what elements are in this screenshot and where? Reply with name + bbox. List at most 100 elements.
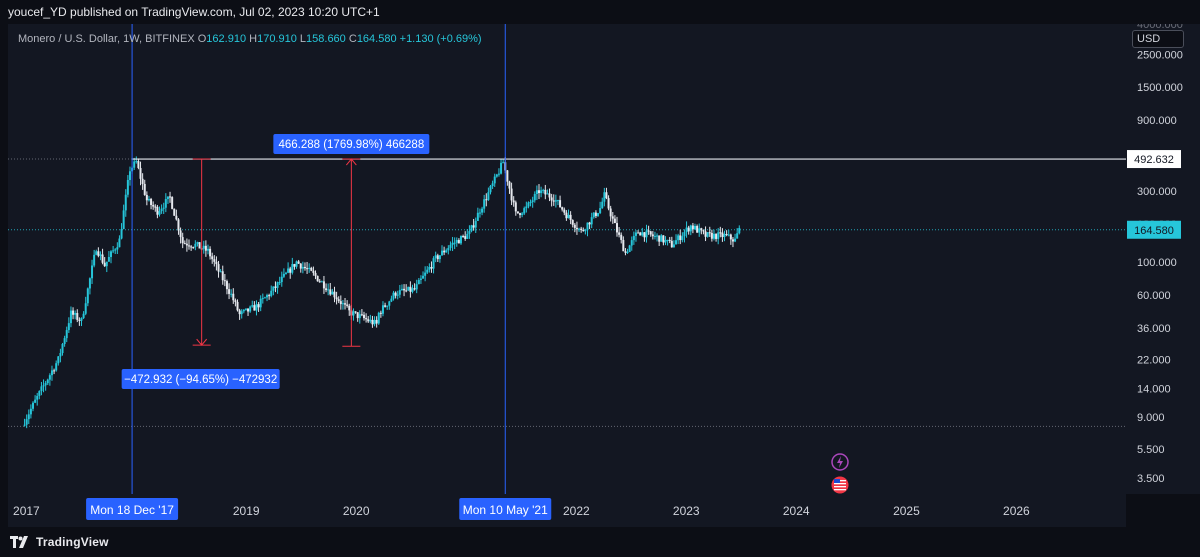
- candle-body: [529, 202, 532, 204]
- measure-arrowhead: [196, 338, 208, 346]
- candle-body: [478, 212, 481, 214]
- candle-body: [525, 206, 528, 209]
- candle-body: [215, 261, 218, 265]
- tradingview-brand: TradingView: [36, 535, 109, 549]
- candle-body: [379, 312, 382, 314]
- measure-label-box: [273, 134, 430, 154]
- candle-body: [588, 222, 591, 225]
- x-tick-label: 2017: [13, 504, 40, 518]
- candle-body: [329, 289, 332, 295]
- symbol-name[interactable]: Monero / U.S. Dollar, 1W, BITFINEX: [18, 33, 195, 45]
- candle-body: [99, 254, 102, 256]
- candle-body: [607, 198, 610, 209]
- y-tick-label: 14.000: [1137, 384, 1171, 396]
- time-axis[interactable]: [8, 494, 1126, 527]
- candle-body: [154, 206, 157, 208]
- currency-button[interactable]: USD: [1132, 30, 1184, 48]
- candle-body: [158, 211, 161, 215]
- candle-body: [169, 196, 172, 198]
- candle-body: [34, 399, 37, 403]
- candle-body: [42, 385, 45, 387]
- candle-body: [86, 288, 89, 304]
- candle-body: [25, 419, 28, 425]
- candle-body: [240, 311, 243, 315]
- candle-body: [628, 245, 631, 252]
- candle-body: [105, 261, 108, 267]
- candle-body: [230, 293, 233, 295]
- candle-body: [702, 230, 705, 232]
- candle-body: [426, 269, 429, 273]
- candle-body: [487, 192, 490, 200]
- candle-body: [61, 344, 64, 354]
- candle-body: [97, 251, 100, 256]
- us-flag-event-icon[interactable]: [831, 476, 849, 494]
- candle-body: [449, 244, 452, 248]
- candle-body: [550, 197, 553, 201]
- candle-body: [666, 239, 669, 241]
- candle-body: [738, 227, 741, 234]
- candle-body: [156, 206, 159, 215]
- candle-body: [438, 255, 441, 260]
- close-label: C: [348, 33, 357, 45]
- candle-body: [202, 245, 205, 249]
- candle-body: [78, 319, 81, 321]
- level-price-label: 492.632: [1134, 154, 1174, 166]
- candle-body: [38, 391, 41, 396]
- candle-body: [405, 290, 408, 292]
- candle-body: [348, 305, 351, 311]
- candle-body: [428, 267, 431, 270]
- candle-body: [592, 212, 595, 218]
- plot-area[interactable]: [8, 24, 1126, 494]
- candle-body: [29, 408, 32, 415]
- candle-body: [339, 301, 342, 305]
- candle-body: [259, 298, 262, 308]
- candle-body: [251, 305, 254, 307]
- candle-body: [46, 379, 49, 384]
- candle-body: [464, 236, 467, 239]
- candle-body: [441, 250, 444, 256]
- candle-body: [126, 179, 129, 195]
- candle-body: [472, 225, 475, 228]
- lightning-event-icon[interactable]: [831, 453, 849, 471]
- candle-body: [637, 232, 640, 234]
- candle-body: [141, 178, 144, 184]
- candle-body: [244, 308, 247, 310]
- candle-body: [497, 173, 500, 175]
- candle-body: [198, 242, 201, 249]
- candle-body: [276, 282, 279, 288]
- candle-body: [274, 286, 277, 288]
- candle-body: [542, 189, 545, 191]
- close-value: 164.580: [356, 33, 397, 45]
- candle-body: [162, 207, 165, 209]
- price-axis[interactable]: [1126, 24, 1200, 494]
- candle-body: [27, 414, 30, 420]
- candle-body: [69, 310, 72, 324]
- candle-body: [717, 232, 720, 239]
- y-tick-label: 1500.000: [1137, 82, 1183, 94]
- level-price-tag: [1127, 150, 1181, 169]
- candle-body: [287, 268, 290, 273]
- candle-body: [238, 310, 241, 315]
- candle-body: [291, 264, 294, 273]
- tradingview-logo[interactable]: TradingView: [10, 535, 109, 549]
- candle-body: [698, 228, 701, 233]
- candle-body: [65, 330, 68, 339]
- candle-body: [369, 319, 372, 322]
- candle-body: [185, 243, 188, 246]
- x-tick-label: 2026: [1003, 504, 1030, 518]
- candle-body: [365, 318, 368, 320]
- candle-body: [417, 279, 420, 285]
- candle-body: [723, 233, 726, 238]
- candle-body: [55, 363, 58, 371]
- price-chart[interactable]: 2500.0001500.000900.000500.000300.000180…: [0, 24, 1200, 527]
- candle-body: [147, 198, 150, 201]
- candle-body: [668, 239, 671, 241]
- candle-body: [139, 167, 142, 179]
- candle-body: [289, 268, 292, 273]
- candle-body: [327, 289, 330, 291]
- open-value: 162.910: [206, 33, 247, 45]
- candle-body: [358, 314, 361, 319]
- candle-body: [363, 314, 366, 319]
- candle-body: [634, 232, 637, 236]
- candle-body: [23, 424, 26, 426]
